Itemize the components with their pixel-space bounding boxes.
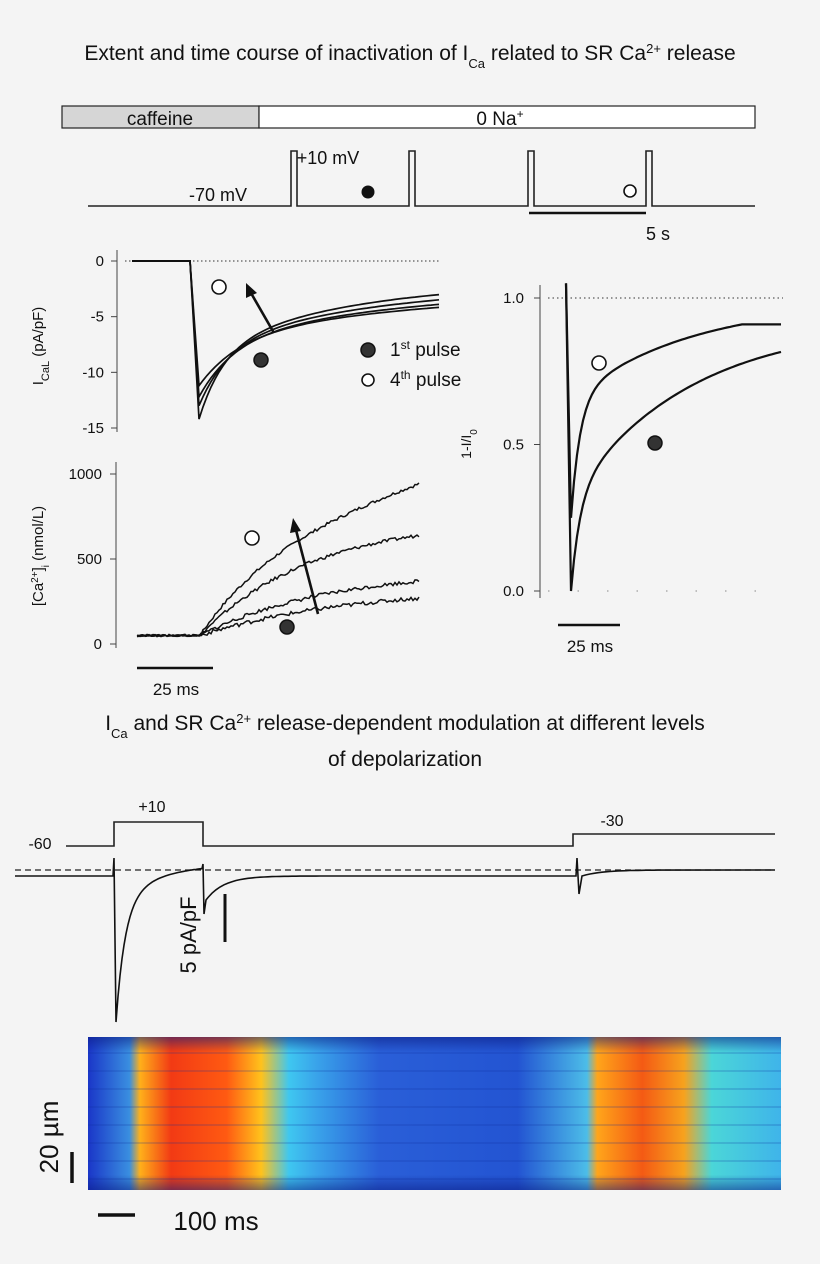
y-tick-label: 1000 [69, 466, 102, 483]
bottom-current-trace [15, 857, 776, 1023]
protocol-bar: caffeine 0 Na+ [61, 105, 756, 130]
y-axis-label: [Ca2+]i (nmol/L) [30, 506, 52, 606]
y-tick-label: 1.0 [503, 290, 524, 307]
y-tick-label: -10 [82, 364, 104, 381]
series-line-1 [136, 482, 420, 637]
time-scale-label: 25 ms [153, 680, 199, 699]
linescan-edge-shade [88, 1037, 781, 1190]
time-scale-label: 5 s [646, 224, 670, 244]
y-tick-label: 0.5 [503, 437, 524, 454]
fourth-pulse-marker [591, 355, 607, 371]
legend: 1st pulse 4th pulse [360, 338, 461, 391]
series-line-4 [132, 260, 440, 389]
trend-arrow-head [246, 283, 257, 298]
series-line-4 [136, 596, 420, 638]
chart-inactivation: 1.0 0.5 0.0 1-I/I0 25 ms [458, 283, 783, 656]
current-scale-label: 5 pA/pF [176, 896, 201, 973]
chart-ica: 0 -5 -10 -15 ICaL (pA/pF) [30, 250, 440, 437]
series-line-3 [136, 579, 420, 638]
zero-na-box [258, 105, 756, 129]
y-axis-label: 1-I/I0 [458, 429, 480, 459]
trend-arrow-head [290, 518, 301, 533]
chart-ca: 1000 500 0 [Ca2+]i (nmol/L) 25 ms [30, 462, 420, 699]
step1-voltage-label: +10 [138, 799, 165, 816]
y-tick-label: 500 [77, 551, 102, 568]
y-tick-label: 0 [96, 253, 104, 270]
fourth-pulse-marker [211, 279, 227, 295]
first-pulse-marker [647, 435, 663, 451]
y-tick-label: -5 [91, 309, 104, 326]
series-line-2 [564, 283, 782, 592]
legend-first-marker [360, 342, 376, 358]
pulse-protocol: -70 mV +10 mV 5 s [88, 148, 755, 244]
bottom-voltage-trace [66, 821, 775, 847]
title-middle-line2: of depolarization [328, 748, 482, 771]
zero-na-label: 0 Na+ [476, 107, 523, 130]
y-tick-label: 0 [94, 636, 102, 653]
step-voltage-label: +10 mV [297, 148, 360, 168]
y-axis-label: ICaL (pA/pF) [30, 307, 52, 386]
legend-fourth-label: 4th pulse [390, 368, 461, 391]
fourth-pulse-marker [623, 184, 637, 198]
pulse-trace [88, 150, 755, 207]
fourth-pulse-marker [244, 530, 260, 546]
step2-voltage-label: -30 [600, 813, 623, 830]
title-top: Extent and time course of inactivation o… [84, 41, 735, 71]
first-pulse-marker [279, 619, 295, 635]
y-tick-label: 0.0 [503, 583, 524, 600]
bottom-protocol: -60 +10 -30 [28, 799, 775, 853]
first-pulse-marker [253, 352, 269, 368]
linescan-image: 20 µm 100 ms [34, 1037, 781, 1236]
series-line-3 [132, 260, 440, 400]
trend-arrow [294, 529, 320, 615]
space-scale-label: 20 µm [34, 1101, 64, 1174]
hold-voltage-label: -70 mV [189, 185, 247, 205]
hold-voltage-label: -60 [28, 836, 51, 853]
y-tick-label: -15 [82, 420, 104, 437]
series-line-1 [564, 283, 781, 518]
time-scale-label: 25 ms [567, 637, 613, 656]
series-line-2 [136, 534, 420, 638]
time-scale-label: 100 ms [173, 1206, 258, 1236]
caffeine-label: caffeine [127, 109, 193, 130]
title-middle: ICa and SR Ca2+ release-dependent modula… [105, 711, 705, 741]
legend-first-label: 1st pulse [390, 338, 461, 361]
legend-fourth-marker [361, 373, 375, 387]
bottom-current: 5 pA/pF [15, 857, 776, 1023]
trend-arrow [249, 292, 276, 334]
first-pulse-marker [361, 185, 375, 199]
